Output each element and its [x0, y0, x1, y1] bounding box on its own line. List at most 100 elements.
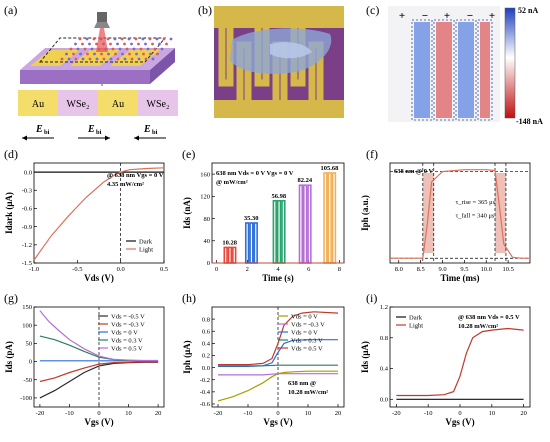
atom [162, 37, 166, 41]
bar-value-label: 105.68 [320, 165, 339, 172]
atom [120, 37, 124, 41]
bar-pulse [323, 172, 328, 264]
y-tick-label: 0.6 [202, 328, 211, 335]
field-sub-1: bi [44, 129, 50, 136]
legend-label: Vds = 0 V [111, 329, 138, 336]
series-line [39, 361, 159, 383]
atom [113, 37, 117, 41]
atom [76, 47, 80, 51]
atom [85, 37, 89, 41]
fall-time: τ_fall = 340 μs [456, 212, 495, 219]
map-stripe [458, 22, 474, 118]
atom [146, 47, 150, 51]
map-stripe-outline [411, 19, 433, 121]
atom [111, 47, 115, 51]
device-schematic: Au WSe₂ Au WSe₂ E bi E bi E bi [18, 12, 178, 141]
y-tick-label: 0.4 [380, 366, 389, 373]
map-sign: + [399, 10, 405, 22]
colorbar-max: 52 nA [518, 6, 538, 15]
y-tick-label: 100 [22, 322, 32, 329]
atom [92, 37, 96, 41]
bar-value-label: 82.24 [298, 177, 313, 184]
laser-head [97, 12, 107, 22]
x-axis-label: Time (s) [262, 273, 294, 283]
map-stripe [480, 22, 490, 118]
x-tick-label: 20 [155, 410, 162, 417]
laser-beam [96, 28, 108, 52]
y-tick-label: 0.8 [380, 335, 388, 342]
legend-label: Vds = 0.5 V [291, 345, 323, 352]
atom [151, 57, 155, 61]
block-label-wse2-1: WSe₂ [67, 99, 90, 110]
x-tick-label: 0.5 [160, 266, 168, 273]
x-tick-label: -20 [214, 410, 223, 417]
atom [74, 42, 77, 46]
y-tick-label: 0.0 [380, 397, 388, 404]
x-tick-label: 10.5 [502, 266, 513, 273]
map-stripe [414, 22, 430, 118]
chart-annotation-2: 10.28 mW/cm² [288, 389, 328, 396]
x-tick-label: 2 [246, 266, 249, 273]
field-arrows: E bi E bi E bi [22, 124, 166, 141]
y-axis-label: Ids (pA) [4, 341, 14, 373]
atom [134, 37, 138, 41]
x-axis-label: Vds (V) [84, 273, 114, 283]
y-tick-label: 0.0 [24, 169, 32, 176]
x-axis-label: Vgs (V) [263, 417, 292, 427]
rise-time: τ_rise = 365 μs [456, 199, 496, 206]
x-tick-label: -10 [244, 410, 253, 417]
atom [130, 42, 133, 46]
chart-h: -20 -10 0 10 20 -0.6 -0.4 -0.2 0.0 0.2 0.4 0.6 0.8 Vg… [182, 306, 345, 427]
atom [116, 42, 119, 46]
y-axis-label: Ids (nA) [182, 197, 192, 229]
y-tick-label: -1.5 [22, 260, 32, 267]
x-tick-label: 4 [276, 266, 280, 273]
y-tick-label: -100 [20, 395, 32, 402]
legend-label: Vds = 0.3 V [111, 337, 143, 344]
field-label-3: E [143, 124, 151, 135]
x-tick-label: -20 [392, 410, 401, 417]
atom [155, 37, 159, 41]
field-sub-3: bi [152, 129, 158, 136]
x-tick-label: 0 [276, 410, 279, 417]
y-tick-label: -50 [23, 377, 32, 384]
legend-label: Vds = -0.3 V [291, 321, 325, 328]
atom [106, 37, 110, 41]
legend-label: Vds = 0 V [291, 329, 318, 336]
panel-label-c: (c) [366, 3, 379, 17]
atom [130, 57, 134, 61]
x-tick-label: 8.5 [417, 266, 425, 273]
x-tick-label: 20 [520, 410, 527, 417]
bar-pulse [223, 246, 228, 264]
atom [137, 42, 140, 46]
field-sub-2: bi [96, 129, 102, 136]
flake-outline [38, 37, 167, 63]
x-tick-label: 10 [305, 410, 312, 417]
atom [93, 52, 96, 56]
panel-label-f: (f) [366, 147, 378, 161]
atom [132, 47, 136, 51]
atom [118, 47, 122, 51]
y-tick-label: 0 [207, 260, 210, 267]
micrograph-pad-top [214, 6, 344, 28]
y-tick-label: -1.2 [22, 242, 32, 249]
map-stripe [436, 22, 452, 118]
x-axis-label: Vgs (V) [445, 417, 474, 427]
y-tick-label: 1.2 [380, 304, 388, 311]
atom [90, 47, 94, 51]
y-tick-label: 0.8 [202, 316, 210, 323]
panel-labels: (a) (b) (c) (d) (e) (f) (g) (h) (i) [4, 3, 379, 305]
atom [156, 52, 159, 56]
field-label-1: E [35, 124, 43, 135]
legend-label: Vds = 0 V [291, 313, 318, 320]
y-tick-label: 0.0 [202, 365, 210, 372]
atom [114, 52, 117, 56]
x-tick-label: 0.0 [117, 266, 125, 273]
colorbar [504, 7, 516, 119]
panel-label-h: (h) [182, 291, 196, 305]
micrograph-flake-thin [270, 42, 312, 59]
atom [83, 47, 87, 51]
block-label-au-1: Au [32, 99, 44, 110]
bar-pulse [327, 172, 332, 264]
